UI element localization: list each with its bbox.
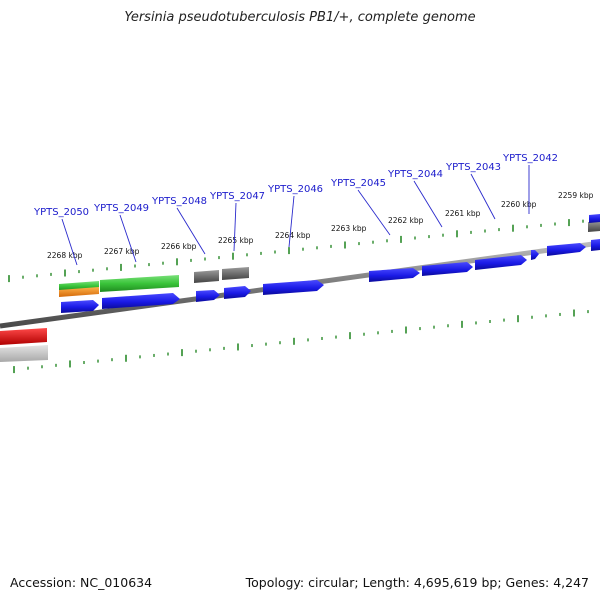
gene-leader-line (233, 202, 237, 252)
gene-label-ypts-2050[interactable]: YPTS_2050 (33, 207, 89, 218)
inner-ruler (13, 309, 589, 374)
kbp-label: 2262 kbp (388, 216, 424, 225)
feature-cds-2042a[interactable] (531, 250, 539, 260)
kbp-label: 2260 kbp (501, 200, 537, 209)
kbp-label: 2263 kbp (331, 224, 367, 233)
feature-cds-edge[interactable] (591, 239, 600, 251)
kbp-labels: 2268 kbp 2267 kbp 2266 kbp 2265 kbp 2264 kbp… (47, 191, 594, 260)
kbp-label: 2265 kbp (218, 236, 254, 245)
outer-ruler (8, 218, 598, 283)
feature-cds-2043[interactable] (475, 255, 527, 270)
kbp-label: 2267 kbp (104, 247, 140, 256)
feature-cds-2044[interactable] (422, 262, 473, 276)
feature-cds-2046[interactable] (263, 280, 324, 295)
kbp-label: 2261 kbp (445, 209, 481, 218)
gene-leader-line (470, 173, 496, 220)
feature-cds-2047[interactable] (224, 286, 251, 299)
feature-cds-2050[interactable] (61, 300, 99, 313)
feature-red[interactable] (0, 328, 47, 345)
kbp-label: 2259 kbp (558, 191, 594, 200)
gene-label-ypts-2048[interactable]: YPTS_2048 (151, 196, 207, 207)
feature-cds-2048[interactable] (196, 290, 220, 302)
gene-leader-line (288, 195, 295, 248)
gene-label-ypts-2042[interactable]: YPTS_2042 (502, 153, 558, 164)
feature-pseudo-2047[interactable] (222, 267, 249, 280)
gene-label-ypts-2047[interactable]: YPTS_2047 (209, 191, 265, 202)
feature-pseudo-2048[interactable] (194, 270, 219, 283)
feature-cds-2049[interactable] (102, 293, 180, 309)
gene-label-ypts-2044[interactable]: YPTS_2044 (387, 169, 443, 180)
gene-label-ypts-2045[interactable]: YPTS_2045 (330, 178, 386, 189)
accession-text: Accession: NC_010634 (10, 575, 153, 590)
gene-label-ypts-2049[interactable]: YPTS_2049 (93, 203, 149, 214)
feature-pseudo-2042[interactable] (588, 221, 600, 232)
genome-title: Yersinia pseudotuberculosis PB1/+, compl… (124, 10, 476, 25)
kbp-label: 2268 kbp (47, 251, 83, 260)
genome-summary-text: Topology: circular; Length: 4,695,619 bp… (245, 575, 589, 590)
gene-label-ypts-2046[interactable]: YPTS_2046 (267, 184, 323, 195)
kbp-label: 2266 kbp (161, 242, 197, 251)
feature-cds-edge-top[interactable] (589, 214, 600, 223)
feature-tracks (0, 214, 600, 362)
gene-label-ypts-2043[interactable]: YPTS_2043 (445, 162, 501, 173)
gene-leader-line (357, 189, 391, 236)
gene-leader-line (119, 214, 137, 263)
gene-leader-line (176, 207, 206, 255)
feature-lightgrey[interactable] (0, 345, 48, 362)
feature-rna-2049[interactable] (100, 275, 179, 292)
feature-cds-2045[interactable] (369, 268, 420, 282)
feature-cds-2042[interactable] (547, 243, 586, 256)
gene-leader-line (413, 180, 443, 228)
feature-rna-2050[interactable] (59, 281, 99, 297)
gene-leader-line (61, 218, 78, 266)
kbp-label: 2264 kbp (275, 231, 311, 240)
